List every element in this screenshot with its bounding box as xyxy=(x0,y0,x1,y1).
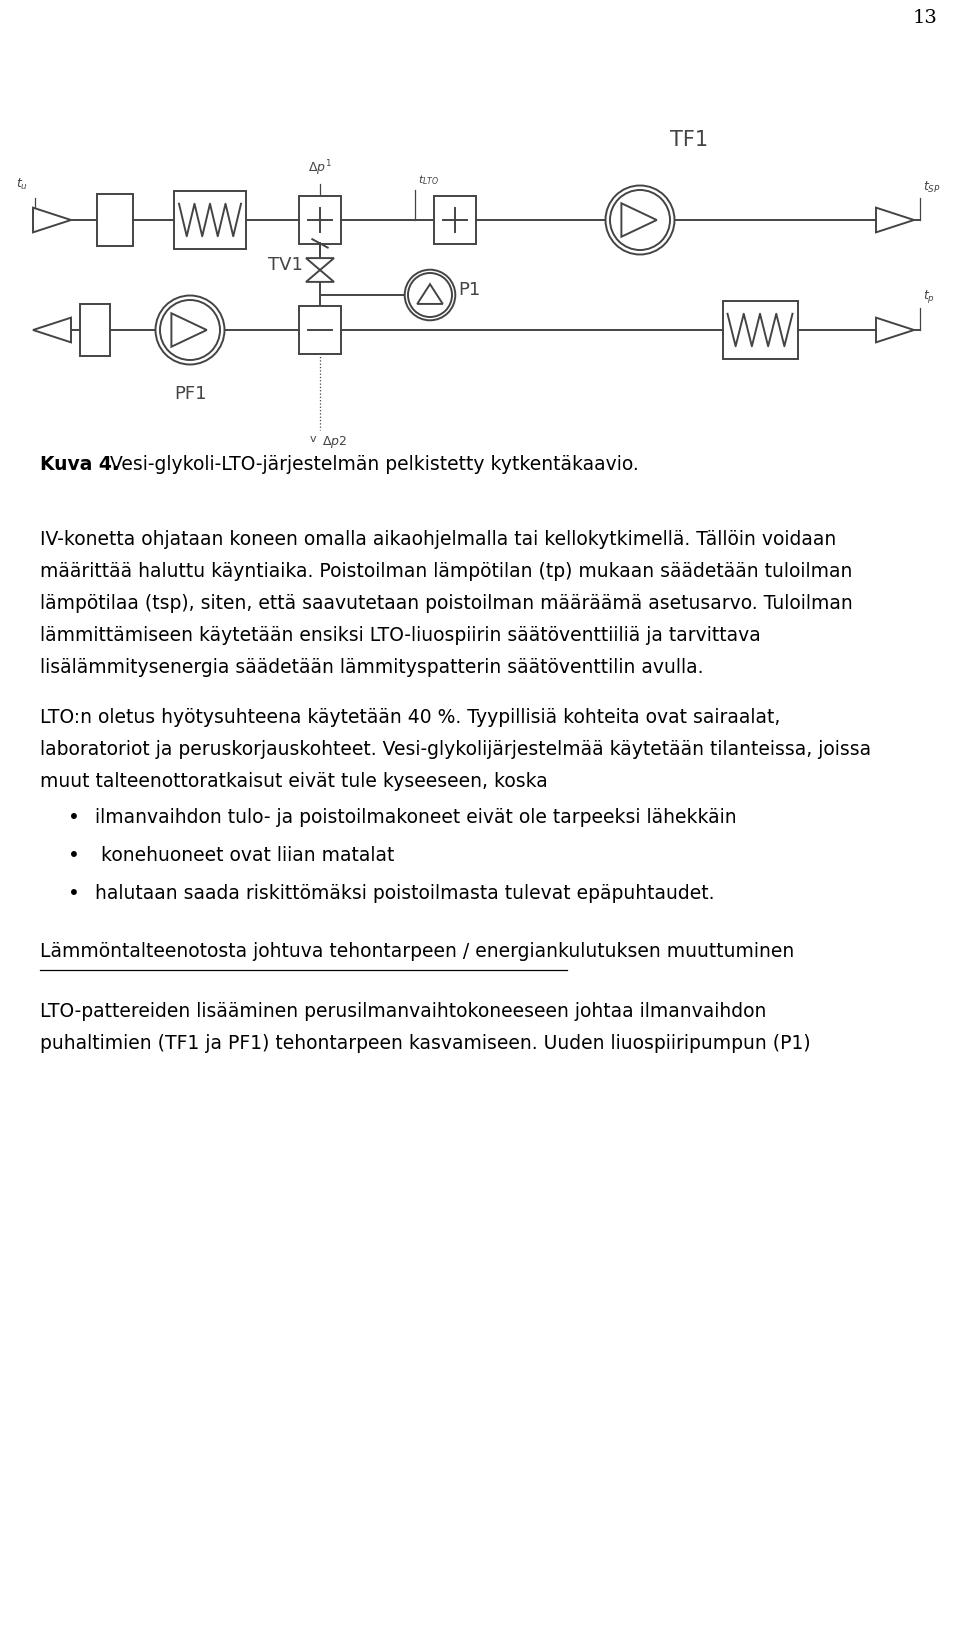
Text: P1: P1 xyxy=(458,280,480,298)
Bar xyxy=(80,305,110,355)
Circle shape xyxy=(606,186,675,254)
Text: $t_p$: $t_p$ xyxy=(923,289,935,305)
Text: puhaltimien (TF1 ja PF1) tehontarpeen kasvamiseen. Uuden liuospiiripumpun (P1): puhaltimien (TF1 ja PF1) tehontarpeen ka… xyxy=(40,1033,810,1053)
Bar xyxy=(97,194,133,246)
Text: halutaan saada riskittömäksi poistoilmasta tulevat epäpuhtaudet.: halutaan saada riskittömäksi poistoilmas… xyxy=(95,883,714,903)
Text: 13: 13 xyxy=(913,10,937,28)
Polygon shape xyxy=(621,204,657,236)
Text: muut talteenottoratkaisut eivät tule kyseeseen, koska: muut talteenottoratkaisut eivät tule kys… xyxy=(40,773,548,791)
Text: PF1: PF1 xyxy=(174,385,206,403)
Bar xyxy=(434,196,476,244)
Circle shape xyxy=(610,191,670,249)
Text: määrittää haluttu käyntiaika. Poistoilman lämpötilan (tp) mukaan säädetään tuloi: määrittää haluttu käyntiaika. Poistoilma… xyxy=(40,562,852,580)
Polygon shape xyxy=(306,271,334,282)
Polygon shape xyxy=(876,207,914,233)
Text: •: • xyxy=(68,808,80,826)
Text: $t_{SP}$: $t_{SP}$ xyxy=(923,179,941,196)
Bar xyxy=(723,302,798,359)
Text: $\Delta p2$: $\Delta p2$ xyxy=(322,434,348,450)
Text: TF1: TF1 xyxy=(670,130,708,150)
Text: $t_{LTO}$: $t_{LTO}$ xyxy=(418,173,440,187)
Text: •: • xyxy=(68,846,80,866)
Polygon shape xyxy=(33,207,71,233)
Text: $\Delta p^1$: $\Delta p^1$ xyxy=(308,158,332,178)
Text: TV1: TV1 xyxy=(268,256,302,274)
Polygon shape xyxy=(418,284,443,303)
Text: •: • xyxy=(68,883,80,903)
Polygon shape xyxy=(306,258,334,271)
Text: $t_u$: $t_u$ xyxy=(16,178,28,192)
Text: laboratoriot ja peruskorjauskohteet. Vesi-glykolijärjestelmää käytetään tilantei: laboratoriot ja peruskorjauskohteet. Ves… xyxy=(40,740,871,760)
Text: LTO-pattereiden lisääminen perusilmanvaihtokoneeseen johtaa ilmanvaihdon: LTO-pattereiden lisääminen perusilmanvai… xyxy=(40,1002,766,1020)
Text: IV-konetta ohjataan koneen omalla aikaohjelmalla tai kellokytkimellä. Tällöin vo: IV-konetta ohjataan koneen omalla aikaoh… xyxy=(40,530,836,549)
Text: konehuoneet ovat liian matalat: konehuoneet ovat liian matalat xyxy=(95,846,395,866)
Circle shape xyxy=(405,269,455,321)
Text: Kuva 4.: Kuva 4. xyxy=(40,455,119,474)
Text: ilmanvaihdon tulo- ja poistoilmakoneet eivät ole tarpeeksi lähekkäin: ilmanvaihdon tulo- ja poistoilmakoneet e… xyxy=(95,808,736,826)
Polygon shape xyxy=(876,318,914,342)
Polygon shape xyxy=(33,318,71,342)
Text: lämmittämiseen käytetään ensiksi LTO-liuospiirin säätöventtiiliä ja tarvittava: lämmittämiseen käytetään ensiksi LTO-liu… xyxy=(40,626,760,645)
Circle shape xyxy=(156,295,225,365)
Polygon shape xyxy=(172,313,206,347)
Text: Lämmöntalteenotosta johtuva tehontarpeen / energiankulutuksen muuttuminen: Lämmöntalteenotosta johtuva tehontarpeen… xyxy=(40,942,794,962)
Text: Vesi-glykoli-LTO-järjestelmän pelkistetty kytkentäkaavio.: Vesi-glykoli-LTO-järjestelmän pelkistett… xyxy=(104,455,638,474)
Bar xyxy=(174,191,246,249)
Text: v: v xyxy=(309,434,316,443)
Text: lisälämmitysenergia säädetään lämmityspatterin säätöventtilin avulla.: lisälämmitysenergia säädetään lämmityspa… xyxy=(40,659,704,676)
Text: lämpötilaa (tsp), siten, että saavutetaan poistoilman määräämä asetusarvo. Tuloi: lämpötilaa (tsp), siten, että saavutetaa… xyxy=(40,593,852,613)
Circle shape xyxy=(408,272,452,316)
Bar xyxy=(299,306,341,354)
Text: LTO:n oletus hyötysuhteena käytetään 40 %. Tyypillisiä kohteita ovat sairaalat,: LTO:n oletus hyötysuhteena käytetään 40 … xyxy=(40,707,780,727)
Circle shape xyxy=(160,300,220,360)
Bar xyxy=(299,196,341,244)
